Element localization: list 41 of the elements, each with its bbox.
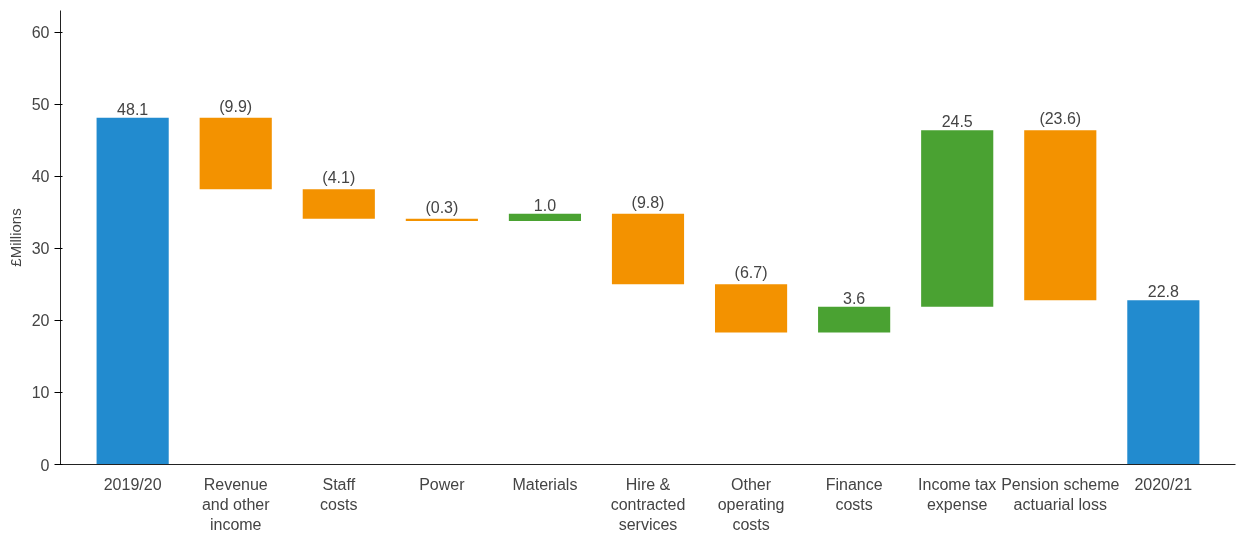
- x-tick-label: Materials: [512, 475, 578, 493]
- bar: [199, 117, 272, 190]
- y-tick-label: 20: [31, 312, 50, 330]
- data-label: 48.1: [117, 100, 149, 118]
- bar: [302, 189, 375, 219]
- x-tick-label: 2020/21: [1134, 475, 1193, 493]
- bar: [96, 117, 169, 465]
- y-tick-label: 40: [31, 168, 50, 186]
- x-tick-label: Finance costs: [825, 475, 883, 513]
- x-tick-label: Power: [419, 475, 466, 493]
- data-label: 1.0: [533, 196, 557, 214]
- bar: [508, 213, 581, 221]
- data-label: (4.1): [322, 169, 356, 187]
- bar: [1024, 130, 1097, 301]
- bar: [405, 218, 478, 221]
- x-tick-label: 2019/20: [103, 475, 162, 493]
- data-label: (0.3): [425, 198, 459, 216]
- bar: [818, 306, 891, 333]
- data-label: (9.8): [631, 193, 665, 211]
- bar: [715, 284, 788, 333]
- data-label: 3.6: [843, 289, 866, 307]
- y-tick-label: 50: [31, 96, 50, 114]
- data-label: 22.8: [1147, 283, 1180, 301]
- data-label: (23.6): [1039, 110, 1082, 128]
- x-tick-label: Revenue and other income: [201, 475, 271, 534]
- y-tick-label: 0: [40, 456, 50, 474]
- data-label: 24.5: [941, 113, 973, 131]
- y-tick-label: 30: [31, 240, 50, 258]
- bar: [921, 130, 994, 307]
- bar: [1127, 300, 1200, 465]
- x-tick-label: Staff costs: [320, 475, 358, 513]
- x-tick-label: Pension scheme actuarial loss: [1001, 475, 1120, 513]
- y-tick-label: 10: [31, 384, 50, 402]
- data-label: (9.9): [219, 97, 253, 115]
- x-tick-label: Income tax expense: [918, 475, 997, 513]
- x-tick-label: Other operating costs: [717, 475, 785, 534]
- bar: [611, 213, 685, 285]
- y-tick-label: 60: [31, 24, 50, 42]
- x-tick-label: Hire & contracted services: [610, 475, 686, 534]
- data-label: (6.7): [734, 264, 768, 282]
- y-axis-title: £Millions: [6, 208, 24, 267]
